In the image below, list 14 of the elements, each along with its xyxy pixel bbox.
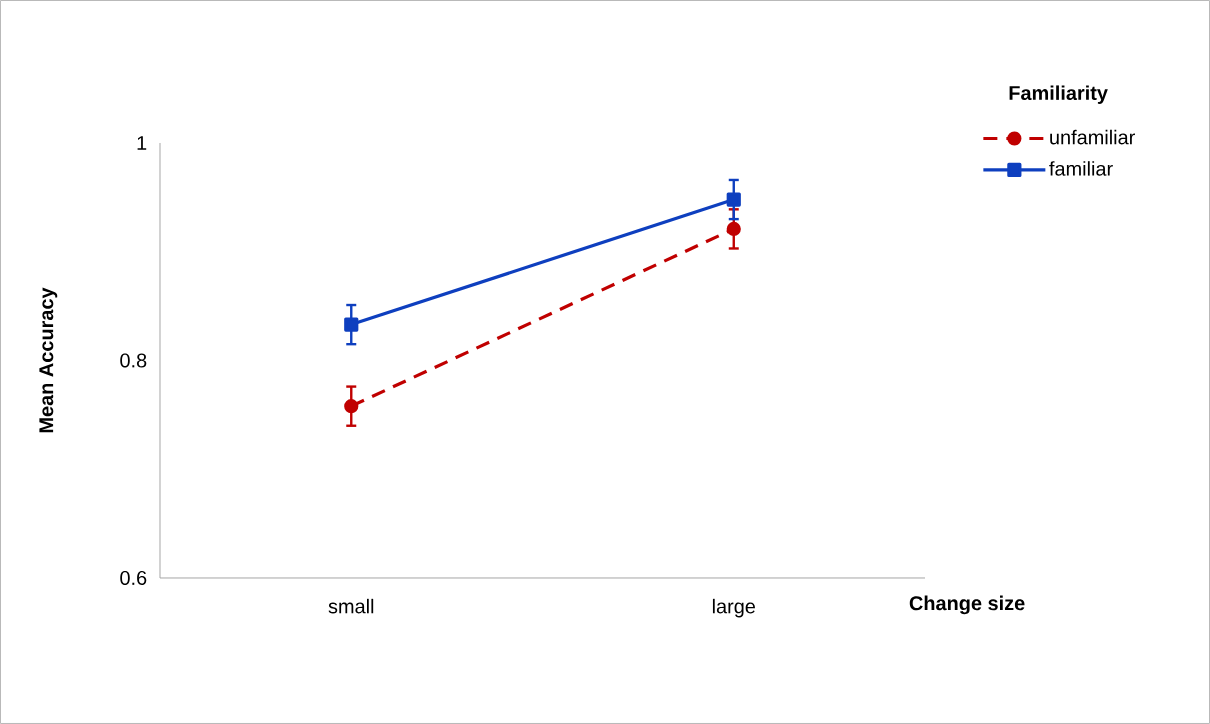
y-axis-title: Mean Accuracy [39, 287, 58, 433]
legend-label: unfamiliar [1050, 129, 1135, 145]
point [344, 317, 359, 332]
x-tick-label: small [328, 598, 374, 614]
point [726, 221, 741, 236]
legend-label: familiar [1049, 161, 1113, 176]
y-tick-label: 1 [137, 136, 147, 150]
y-tick-label: 0.6 [120, 570, 147, 586]
y-tick-label: 0.8 [120, 353, 147, 368]
x-axis-title: Change size [909, 595, 1025, 615]
point [344, 399, 359, 414]
legend-title: Familiarity [1009, 85, 1108, 104]
point [726, 192, 741, 207]
x-tick-label: large [712, 598, 756, 618]
